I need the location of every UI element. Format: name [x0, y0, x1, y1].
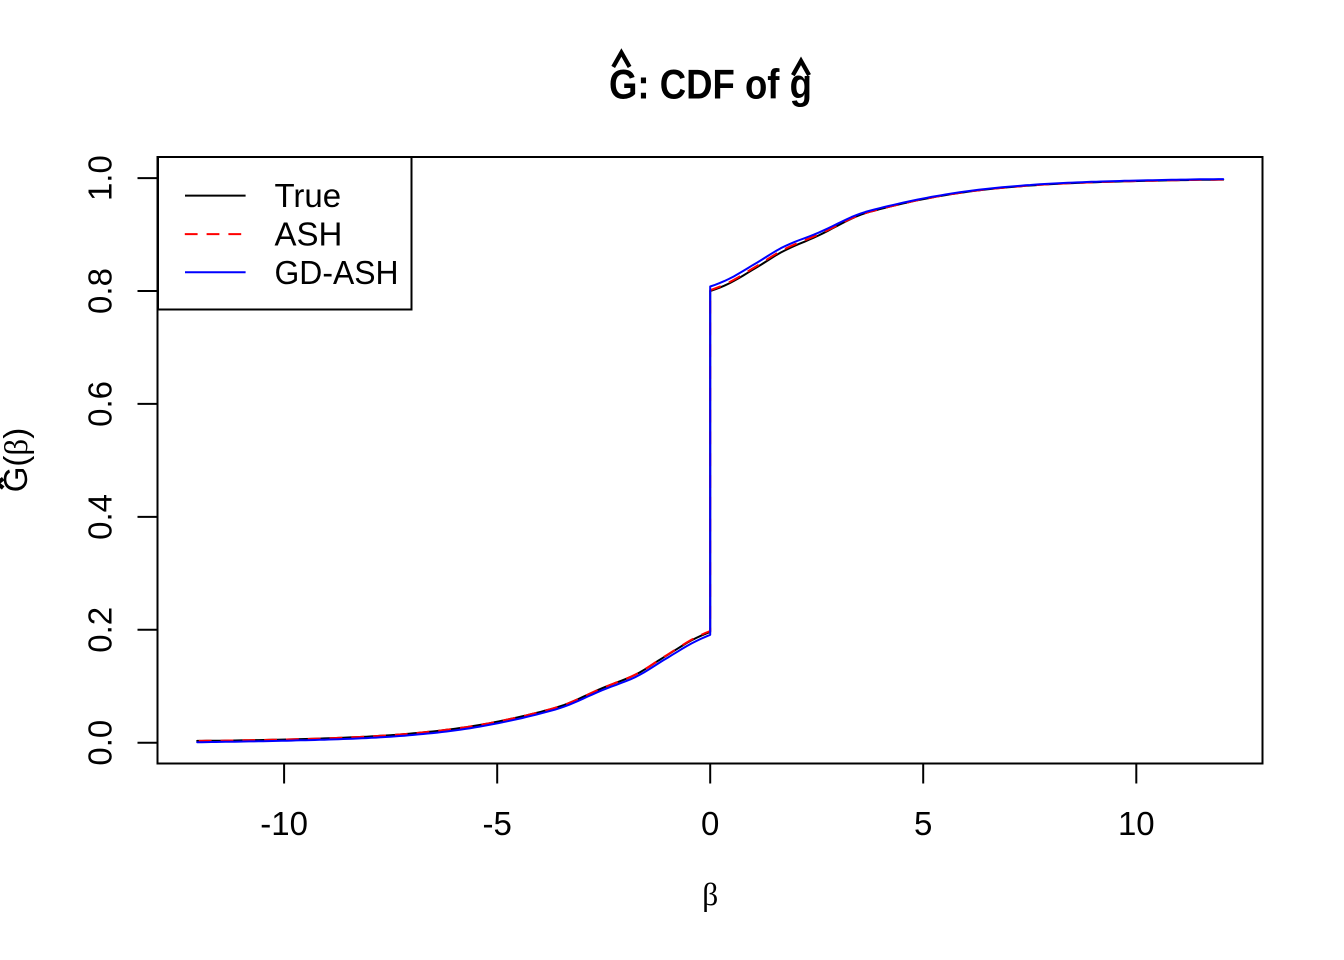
svg-text:0.6: 0.6	[82, 381, 119, 427]
svg-text:0.0: 0.0	[82, 720, 119, 766]
svg-text:G(β): G(β)	[0, 428, 35, 492]
svg-text:0: 0	[701, 805, 719, 842]
svg-text:0.2: 0.2	[82, 607, 119, 653]
svg-text:β: β	[702, 877, 718, 912]
svg-text:-10: -10	[260, 805, 308, 842]
svg-text:G: CDF of g: G: CDF of g	[609, 61, 812, 108]
svg-text:ASH: ASH	[275, 216, 343, 253]
svg-text:0.4: 0.4	[82, 494, 119, 540]
svg-text:5: 5	[914, 805, 932, 842]
svg-text:GD-ASH: GD-ASH	[275, 254, 399, 291]
svg-text:0.8: 0.8	[82, 268, 119, 314]
svg-text:10: 10	[1118, 805, 1155, 842]
svg-text:1.0: 1.0	[82, 155, 119, 201]
svg-text:True: True	[275, 177, 342, 214]
svg-text:-5: -5	[483, 805, 512, 842]
